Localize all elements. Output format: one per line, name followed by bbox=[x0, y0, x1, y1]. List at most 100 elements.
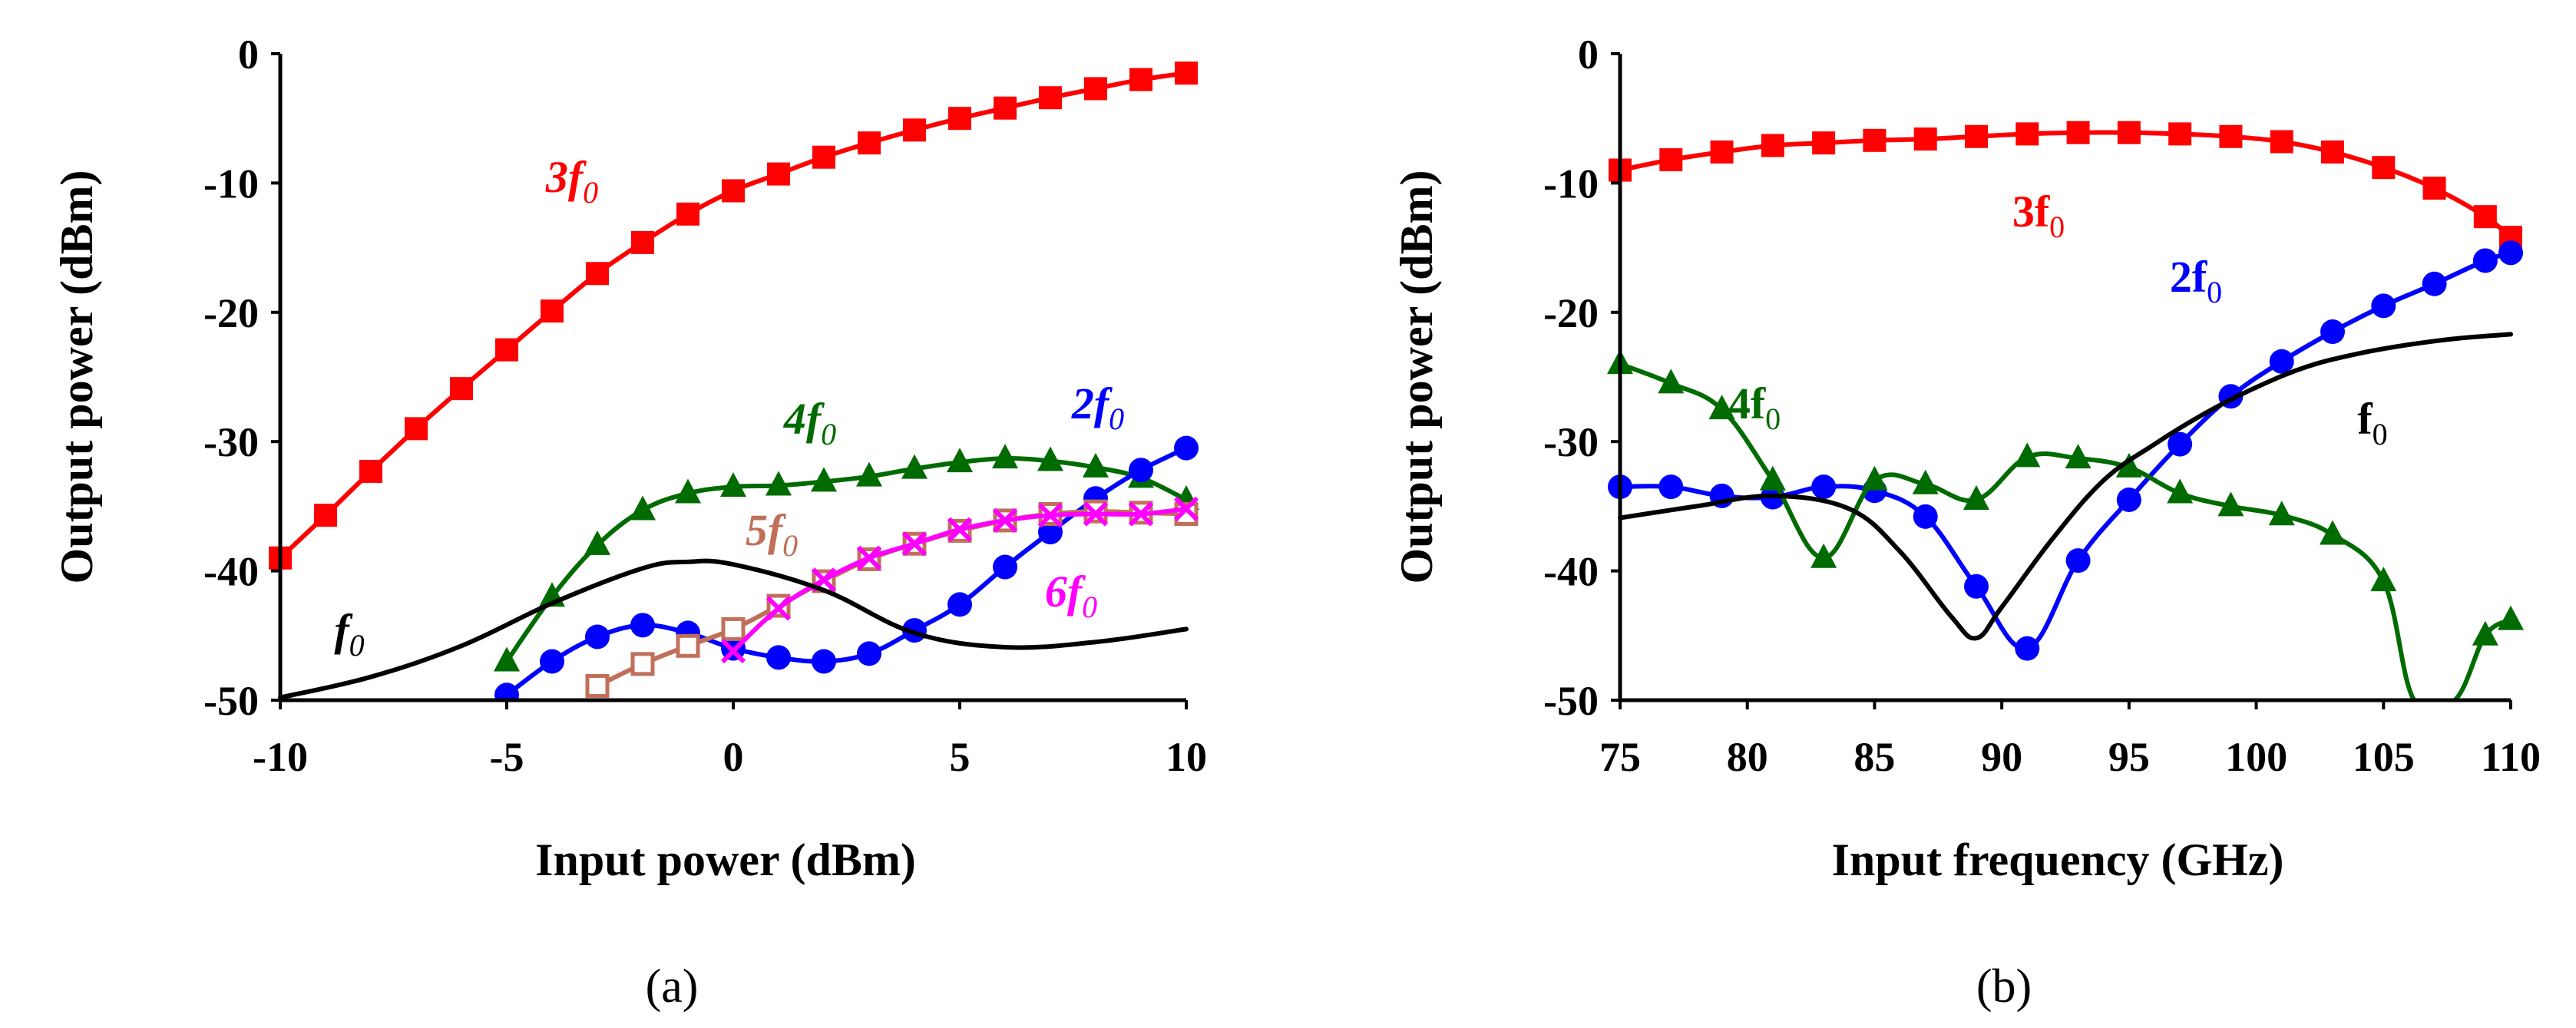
series-label-main: 5f bbox=[746, 505, 787, 555]
series-line-6f0 bbox=[731, 506, 1189, 654]
series-label-f0: f0 bbox=[334, 605, 364, 663]
data-point-4f0 bbox=[2268, 501, 2295, 526]
y-tick-label: -40 bbox=[203, 549, 259, 595]
data-point-4f0 bbox=[2320, 520, 2346, 545]
y-axis-label: Output power (dBm) bbox=[1391, 170, 1442, 584]
data-point-6f0 bbox=[1128, 501, 1154, 527]
data-point-6f0 bbox=[1037, 503, 1063, 528]
y-tick-label: 0 bbox=[238, 31, 259, 78]
data-point-2f0 bbox=[947, 592, 972, 617]
data-point-4f0 bbox=[856, 461, 882, 487]
series-label-sub: 0 bbox=[782, 528, 798, 563]
data-point-3f0 bbox=[1812, 131, 1836, 155]
data-point-4f0 bbox=[1037, 446, 1063, 471]
x-tick-label: -5 bbox=[490, 734, 524, 780]
data-point-2f0 bbox=[2422, 271, 2447, 296]
data-point-2f0 bbox=[540, 649, 564, 674]
data-point-6f0 bbox=[856, 545, 882, 570]
data-point-2f0 bbox=[1658, 474, 1684, 500]
data-point-3f0 bbox=[1175, 61, 1198, 85]
data-point-3f0 bbox=[1965, 124, 1988, 148]
data-point-6f0 bbox=[720, 638, 746, 664]
series-label-3f0: 3f0 bbox=[545, 152, 598, 210]
x-tick-label: 10 bbox=[1166, 734, 1207, 780]
y-tick-label: -10 bbox=[203, 160, 259, 207]
data-point-4f0 bbox=[2217, 491, 2244, 517]
data-point-2f0 bbox=[1174, 435, 1199, 461]
data-point-3f0 bbox=[858, 131, 881, 155]
series-3f0 bbox=[1609, 121, 2522, 250]
series-f0 bbox=[278, 558, 1189, 700]
series-4f0 bbox=[1607, 349, 2524, 700]
x-tick-label: 90 bbox=[1981, 734, 2022, 780]
data-point-4f0 bbox=[675, 478, 701, 504]
series-label-5f0: 5f0 bbox=[746, 505, 798, 563]
data-point-5f0 bbox=[585, 673, 610, 698]
data-point-4f0 bbox=[1708, 395, 1735, 420]
data-point-6f0 bbox=[992, 507, 1018, 534]
data-point-3f0 bbox=[541, 299, 564, 323]
series-label-sub: 0 bbox=[2373, 417, 2388, 451]
data-point-3f0 bbox=[812, 145, 835, 169]
series-line-3f0 bbox=[1618, 130, 2513, 240]
data-point-2f0 bbox=[2498, 240, 2523, 266]
data-point-4f0 bbox=[811, 467, 837, 492]
data-point-4f0 bbox=[1912, 469, 1939, 494]
series-5f0 bbox=[585, 499, 1199, 698]
data-point-3f0 bbox=[2015, 122, 2039, 146]
data-point-4f0 bbox=[1810, 543, 1837, 568]
series-line-5f0 bbox=[595, 509, 1189, 689]
data-point-3f0 bbox=[2270, 130, 2293, 154]
series-label-sub: 0 bbox=[583, 175, 598, 210]
data-point-2f0 bbox=[2015, 636, 2040, 661]
data-point-2f0 bbox=[2320, 319, 2345, 345]
data-point-3f0 bbox=[2219, 124, 2243, 148]
series-label-main: 3f bbox=[545, 152, 587, 202]
series-3f0 bbox=[269, 61, 1198, 570]
data-point-4f0 bbox=[630, 495, 656, 521]
series-f0 bbox=[1618, 332, 2513, 641]
y-tick-label: -30 bbox=[1543, 419, 1599, 465]
data-point-3f0 bbox=[1710, 140, 1734, 164]
x-tick-label: 110 bbox=[2481, 734, 2541, 780]
data-point-3f0 bbox=[586, 262, 609, 286]
y-tick-label: -40 bbox=[1543, 549, 1599, 595]
data-point-3f0 bbox=[767, 162, 790, 186]
x-tick-label: -10 bbox=[253, 734, 308, 780]
data-point-4f0 bbox=[584, 530, 610, 555]
data-point-5f0 bbox=[676, 633, 700, 658]
x-tick-label: 80 bbox=[1727, 734, 1768, 780]
data-point-3f0 bbox=[1761, 134, 1784, 157]
data-point-4f0 bbox=[2370, 567, 2397, 592]
x-tick-label: 95 bbox=[2108, 734, 2150, 780]
data-point-3f0 bbox=[495, 338, 518, 362]
data-point-3f0 bbox=[450, 377, 473, 401]
data-point-2f0 bbox=[585, 624, 610, 650]
x-axis-label: Input frequency (GHz) bbox=[1832, 835, 2284, 885]
data-point-3f0 bbox=[2117, 121, 2141, 144]
series-label-2f0: 2f0 bbox=[2170, 252, 2222, 309]
data-point-4f0 bbox=[2065, 444, 2092, 469]
y-tick-label: 0 bbox=[1578, 31, 1599, 78]
data-point-2f0 bbox=[857, 641, 881, 666]
data-point-3f0 bbox=[314, 504, 337, 527]
data-point-2f0 bbox=[993, 554, 1017, 580]
data-point-3f0 bbox=[2422, 177, 2446, 200]
y-axis-label: Output power (dBm) bbox=[51, 170, 102, 584]
data-point-2f0 bbox=[1038, 520, 1063, 545]
y-tick-label: -10 bbox=[1543, 160, 1599, 207]
series-label-sub: 0 bbox=[2207, 275, 2222, 309]
data-point-3f0 bbox=[2066, 121, 2090, 144]
x-tick-label: 100 bbox=[2225, 734, 2287, 780]
data-point-4f0 bbox=[2014, 442, 2041, 468]
series-label-sub: 0 bbox=[349, 628, 365, 663]
data-point-6f0 bbox=[947, 517, 973, 542]
x-axis-label: Input power (dBm) bbox=[535, 835, 916, 885]
data-point-3f0 bbox=[2168, 122, 2192, 146]
y-tick-label: -20 bbox=[1543, 290, 1599, 336]
data-point-4f0 bbox=[1658, 369, 1685, 394]
data-point-2f0 bbox=[2065, 548, 2091, 573]
data-point-2f0 bbox=[1129, 458, 1153, 483]
